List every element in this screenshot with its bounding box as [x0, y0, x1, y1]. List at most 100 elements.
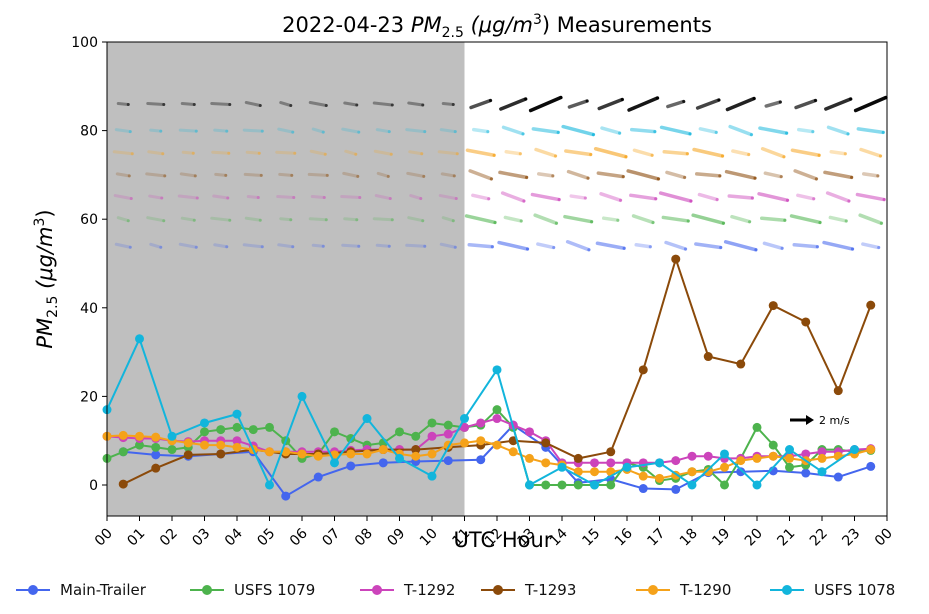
- data-point: [492, 440, 502, 450]
- wind-arrow: [632, 148, 654, 157]
- data-point: [443, 420, 453, 430]
- wind-arrow-head: [258, 218, 262, 222]
- wind-arrow-head: [616, 218, 620, 222]
- y-tick-label: 100: [71, 35, 98, 51]
- data-point: [216, 449, 226, 459]
- wind-arrow-head: [452, 174, 456, 178]
- x-axis-label: UTC Hour: [454, 528, 553, 552]
- wind-arrow-head: [683, 247, 687, 251]
- wind-arrow-head: [589, 152, 593, 156]
- legend: Main-Trailer USFS 1079 T-1292 T-1293 T-1290 U…: [0, 576, 929, 606]
- wind-arrow: [691, 213, 726, 225]
- data-point: [427, 471, 437, 481]
- wind-arrow: [499, 97, 528, 111]
- data-point: [801, 468, 811, 478]
- data-point: [573, 453, 583, 463]
- wind-arrow: [214, 172, 228, 177]
- wind-arrow: [275, 150, 297, 155]
- wind-arrow-head: [321, 244, 325, 248]
- wind-arrow-head: [685, 152, 689, 156]
- legend-item: T-1292: [360, 576, 455, 604]
- wind-arrow-head: [586, 176, 590, 180]
- data-point: [476, 436, 486, 446]
- y-tick-label: 80: [80, 124, 98, 140]
- wind-arrow-head: [622, 246, 626, 250]
- data-point: [492, 414, 502, 424]
- data-point: [703, 451, 713, 461]
- wind-arrow: [440, 172, 456, 178]
- wind-arrow: [149, 128, 163, 133]
- wind-arrow-head: [289, 104, 293, 108]
- data-point: [557, 462, 567, 472]
- data-point: [492, 405, 502, 415]
- wind-arrow: [145, 172, 167, 178]
- wind-arrow-head: [488, 99, 492, 103]
- data-point: [362, 414, 372, 424]
- wind-arrow-head: [551, 174, 555, 178]
- wind-arrow: [793, 169, 819, 181]
- wind-arrow-head: [195, 196, 199, 200]
- wind-arrow-head: [591, 133, 595, 137]
- data-point: [443, 429, 453, 439]
- wind-arrow-head: [557, 198, 561, 202]
- data-point: [411, 451, 421, 461]
- data-point: [346, 449, 356, 459]
- wind-arrow: [344, 149, 358, 156]
- wind-arrow: [825, 191, 851, 203]
- wind-arrow-head: [812, 197, 816, 201]
- wind-arrow-head: [620, 98, 624, 102]
- wind-arrow-head: [747, 152, 751, 156]
- wind-arrow-head: [162, 103, 166, 107]
- data-point: [606, 447, 616, 457]
- data-point: [525, 480, 534, 490]
- wind-arrow: [439, 128, 457, 134]
- data-point: [671, 456, 681, 466]
- wind-arrow: [146, 102, 166, 107]
- data-point: [817, 447, 827, 457]
- data-point: [801, 449, 811, 459]
- wind-arrow: [342, 171, 360, 178]
- wind-arrow: [627, 96, 660, 112]
- wind-arrow: [375, 128, 391, 134]
- wind-arrow-head: [130, 152, 134, 156]
- wind-arrow: [308, 101, 328, 108]
- wind-arrow: [697, 192, 719, 202]
- wind-arrow-head: [718, 174, 722, 178]
- wind-arrow: [148, 194, 164, 200]
- data-point: [265, 480, 274, 490]
- wind-arrow: [114, 242, 132, 249]
- wind-arrow-head: [720, 154, 724, 158]
- wind-arrow: [343, 101, 359, 107]
- wind-arrow-head: [552, 246, 556, 250]
- wind-arrow: [276, 195, 296, 200]
- wind-arrow: [564, 149, 593, 157]
- wind-arrow: [372, 217, 394, 222]
- wind-arrow-head: [624, 155, 628, 159]
- data-point: [216, 425, 226, 435]
- wind-arrow-head: [492, 153, 496, 157]
- wind-arrow-head: [783, 218, 787, 222]
- wind-arrow-head: [322, 196, 326, 200]
- wind-arrow: [309, 149, 327, 156]
- series-usfs-1078: [102, 334, 859, 490]
- wind-arrow: [853, 95, 888, 113]
- wind-arrow-head: [559, 96, 563, 100]
- wind-scale-key: 2 m/s: [790, 414, 850, 427]
- wind-arrow-head: [556, 130, 560, 134]
- wind-arrow-head: [453, 130, 457, 134]
- data-point: [687, 480, 697, 490]
- data-point: [183, 450, 193, 460]
- wind-arrow: [340, 195, 362, 200]
- wind-arrow: [823, 170, 854, 180]
- wind-arrow-head: [128, 245, 132, 249]
- wind-arrow: [602, 216, 620, 222]
- legend-swatch: [360, 583, 394, 597]
- y-tick-label: 40: [80, 301, 98, 317]
- wind-arrow-head: [454, 197, 458, 201]
- wind-arrow: [597, 97, 624, 111]
- wind-arrow: [595, 241, 626, 251]
- data-point: [200, 440, 209, 450]
- wind-arrow-head: [489, 177, 493, 181]
- wind-arrow-head: [453, 245, 457, 249]
- wind-scale-arrowhead: [806, 415, 814, 425]
